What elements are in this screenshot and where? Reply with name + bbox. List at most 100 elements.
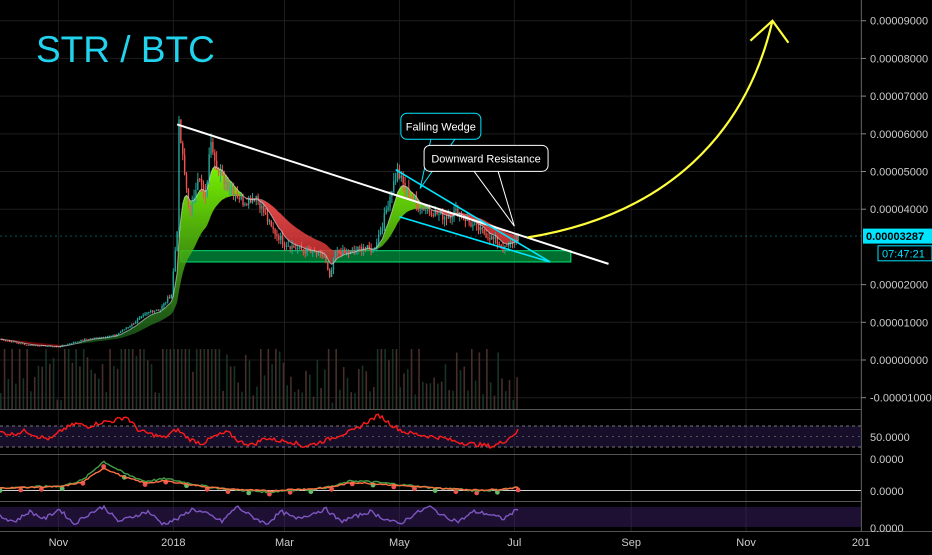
candle-body bbox=[144, 313, 146, 316]
candle-body bbox=[270, 220, 272, 227]
candle-body bbox=[312, 250, 314, 253]
candle-body bbox=[419, 209, 421, 211]
candle-body bbox=[379, 231, 382, 235]
candle-body bbox=[87, 339, 90, 340]
macd-dot bbox=[246, 490, 252, 496]
candle-body bbox=[359, 246, 361, 248]
candle-body bbox=[345, 251, 348, 253]
candle-body bbox=[46, 346, 48, 347]
candle-body bbox=[159, 309, 161, 311]
price-tick-label: -0.00001000 bbox=[870, 393, 932, 405]
candle-body bbox=[20, 343, 22, 345]
candle-body bbox=[445, 217, 448, 219]
candle-body bbox=[119, 331, 122, 333]
candle-body bbox=[344, 249, 346, 253]
time-tick-label: Nov bbox=[49, 537, 69, 549]
time-tick-label: Mar bbox=[275, 537, 294, 549]
volume-bar bbox=[516, 377, 518, 409]
volume-bar bbox=[369, 391, 371, 409]
candle-body bbox=[306, 248, 308, 254]
macd-dot bbox=[515, 487, 521, 493]
volume-bar bbox=[410, 349, 413, 409]
volume-bar bbox=[406, 369, 409, 409]
candle-body bbox=[217, 170, 220, 173]
downward-resistance-callout[interactable]: Downward Resistance bbox=[423, 144, 549, 227]
candle-body bbox=[197, 179, 199, 191]
candle-body bbox=[413, 198, 416, 201]
candle-body bbox=[199, 179, 201, 180]
candle-body bbox=[474, 223, 476, 225]
candle-body bbox=[189, 205, 191, 213]
volume-bar bbox=[109, 349, 111, 409]
volume-bar bbox=[233, 366, 236, 409]
candle-body bbox=[225, 182, 227, 184]
candle-body bbox=[357, 246, 359, 251]
current-price-badge-box bbox=[863, 228, 932, 244]
candle-body bbox=[417, 204, 419, 210]
volume-bar bbox=[327, 349, 330, 409]
candle-body bbox=[195, 190, 197, 198]
volume-bar bbox=[504, 391, 507, 409]
price-line bbox=[0, 165, 519, 347]
candle-body bbox=[221, 171, 224, 174]
volume-bar bbox=[354, 393, 356, 409]
candle-body bbox=[101, 337, 103, 339]
candle-body bbox=[317, 251, 320, 255]
volume-bar bbox=[37, 365, 40, 409]
candle-body bbox=[29, 344, 31, 346]
candle-body bbox=[185, 174, 188, 189]
volume-bar bbox=[282, 362, 285, 409]
volume-bar bbox=[320, 387, 322, 409]
volume-bar bbox=[301, 392, 304, 409]
volume-bar bbox=[146, 360, 149, 409]
candle-body bbox=[500, 245, 502, 247]
volume-bar bbox=[82, 349, 85, 409]
candle-body bbox=[125, 328, 127, 330]
candle-body bbox=[76, 341, 78, 343]
volume-bar bbox=[139, 349, 142, 409]
candle-body bbox=[78, 341, 80, 343]
price-tick-label: 0.00007000 bbox=[870, 91, 928, 103]
downward-resistance-callout-box bbox=[423, 144, 549, 172]
candle-body bbox=[291, 245, 293, 249]
candle-body bbox=[268, 220, 271, 222]
volume-bar bbox=[467, 390, 469, 409]
resistance-trendline[interactable] bbox=[176, 123, 609, 265]
volume-bar bbox=[162, 349, 164, 409]
candle-body bbox=[133, 323, 135, 325]
candle-body bbox=[131, 323, 133, 326]
countdown-badge-box bbox=[877, 245, 932, 262]
volume-bar bbox=[459, 370, 462, 409]
candle-body bbox=[370, 248, 372, 253]
candle-body bbox=[8, 340, 11, 342]
candle-body bbox=[234, 194, 237, 196]
volume-bar bbox=[79, 366, 81, 409]
macd-signal-line bbox=[0, 467, 519, 493]
volume-bar bbox=[425, 383, 428, 409]
wedge-lower-trendline[interactable] bbox=[399, 215, 551, 263]
candle-body bbox=[432, 215, 435, 217]
candle-body bbox=[364, 247, 367, 249]
projection-arrowhead bbox=[749, 19, 790, 44]
candle-body bbox=[52, 346, 54, 348]
candle-body bbox=[57, 346, 60, 348]
volume-bar bbox=[335, 349, 337, 409]
volume-bar bbox=[124, 349, 126, 409]
volume-bar bbox=[263, 375, 266, 409]
candle-body bbox=[455, 208, 457, 211]
wedge-upper-trendline[interactable] bbox=[395, 168, 551, 263]
candle-body bbox=[408, 187, 410, 198]
candle-body bbox=[240, 196, 242, 200]
projection-arrow[interactable] bbox=[527, 20, 774, 239]
downward-resistance-label: Downward Resistance bbox=[431, 153, 540, 165]
candle-body bbox=[272, 226, 274, 230]
candle-body bbox=[310, 250, 312, 253]
candle-body bbox=[202, 185, 205, 193]
candle-body bbox=[466, 218, 468, 221]
volume-bar bbox=[433, 377, 435, 409]
candle-body bbox=[263, 205, 265, 213]
volume-bar bbox=[342, 366, 345, 409]
candle-body bbox=[208, 154, 210, 182]
macd-dot bbox=[432, 488, 438, 493]
volume-bar bbox=[169, 349, 172, 409]
